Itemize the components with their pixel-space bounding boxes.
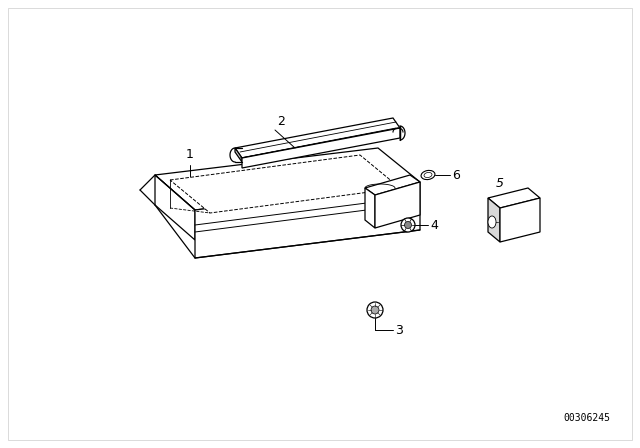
Text: 4: 4 <box>430 219 438 232</box>
Polygon shape <box>155 148 420 210</box>
Ellipse shape <box>488 216 496 228</box>
Circle shape <box>401 218 415 232</box>
Polygon shape <box>488 198 500 242</box>
Text: 1: 1 <box>186 148 194 161</box>
Ellipse shape <box>421 170 435 180</box>
Polygon shape <box>365 188 375 228</box>
Polygon shape <box>365 175 420 195</box>
Polygon shape <box>195 182 420 258</box>
Polygon shape <box>242 128 400 168</box>
Text: 5: 5 <box>496 177 504 190</box>
Circle shape <box>367 302 383 318</box>
Polygon shape <box>500 198 540 242</box>
Text: 6: 6 <box>452 168 460 181</box>
Circle shape <box>371 306 379 314</box>
Polygon shape <box>488 188 540 208</box>
Polygon shape <box>235 148 242 162</box>
Text: 2: 2 <box>277 115 285 128</box>
Ellipse shape <box>424 172 432 177</box>
Text: 3: 3 <box>395 323 403 336</box>
Polygon shape <box>170 155 400 213</box>
Polygon shape <box>235 118 400 158</box>
Polygon shape <box>375 182 420 228</box>
Polygon shape <box>155 175 195 240</box>
Circle shape <box>404 221 412 228</box>
Text: 00306245: 00306245 <box>563 413 610 423</box>
